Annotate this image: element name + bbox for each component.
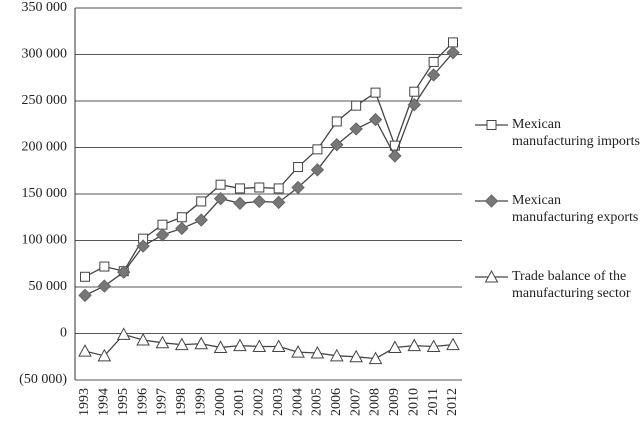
data-point <box>233 196 247 211</box>
data-point <box>155 335 170 349</box>
y-tick-label: 150 000 <box>22 186 68 201</box>
data-point <box>175 221 189 236</box>
x-tick-label: 2010 <box>406 388 421 416</box>
data-point <box>293 162 304 173</box>
data-point <box>194 336 209 350</box>
data-point <box>99 261 110 272</box>
data-point <box>252 339 267 353</box>
data-point <box>330 138 344 152</box>
data-point <box>426 339 441 353</box>
data-point <box>271 195 286 210</box>
x-tick-label: 1997 <box>155 388 170 416</box>
data-point <box>409 86 420 97</box>
data-point <box>174 337 189 351</box>
data-point <box>194 213 208 227</box>
data-point <box>97 348 112 362</box>
data-point <box>446 337 460 351</box>
data-point <box>329 348 344 362</box>
y-tick-label: 0 <box>60 326 67 341</box>
y-tick-label: 200 000 <box>22 140 68 155</box>
x-tick-label: 1998 <box>174 388 189 416</box>
x-tick-label: 1999 <box>193 388 208 416</box>
data-point <box>234 183 245 194</box>
data-point <box>407 338 422 352</box>
x-tick-label: 1993 <box>77 388 92 416</box>
data-point <box>176 212 187 223</box>
legend-marker <box>484 269 499 283</box>
x-tick-label: 2011 <box>426 388 441 415</box>
data-point <box>349 122 363 136</box>
data-point <box>78 344 92 357</box>
data-point <box>116 327 131 340</box>
x-tick-label: 1994 <box>97 388 112 416</box>
data-point <box>331 116 342 127</box>
y-tick-label: 50 000 <box>29 279 68 294</box>
data-point <box>448 37 458 48</box>
x-tick-label: 2005 <box>310 388 325 416</box>
y-tick-label: 350 000 <box>22 0 68 15</box>
series-line <box>84 52 454 296</box>
data-point <box>155 228 170 242</box>
data-point <box>117 265 131 279</box>
data-point <box>252 194 267 209</box>
legend-marker <box>484 194 499 208</box>
data-point <box>426 68 441 82</box>
y-tick-label: (50 000) <box>19 372 67 387</box>
data-point <box>407 98 421 112</box>
x-tick-label: 2008 <box>368 388 383 416</box>
data-point <box>215 179 226 190</box>
data-point <box>368 351 383 365</box>
x-tick-label: 2004 <box>290 388 305 416</box>
data-point <box>273 183 284 194</box>
data-point <box>233 338 247 352</box>
data-point <box>428 56 439 67</box>
y-tick-label: 100 000 <box>22 233 68 248</box>
data-point <box>157 219 168 230</box>
data-point <box>349 349 364 363</box>
data-point <box>213 340 228 353</box>
data-point <box>388 149 402 163</box>
data-point <box>97 279 112 293</box>
data-point <box>196 196 207 207</box>
data-point <box>291 345 305 358</box>
x-tick-label: 2006 <box>329 388 344 416</box>
data-point <box>310 163 325 177</box>
data-point <box>136 332 150 346</box>
data-point <box>446 45 460 60</box>
data-point <box>388 340 402 353</box>
x-tick-label: 2002 <box>252 388 267 416</box>
legend-entry: Trade balance of the manufacturing secto… <box>512 269 631 301</box>
legend-label: Mexican manufacturing imports <box>512 117 640 149</box>
y-tick-label: 250 000 <box>22 93 68 108</box>
legend-label: Trade balance of the manufacturing secto… <box>512 269 631 301</box>
data-point <box>368 112 383 127</box>
x-tick-label: 2003 <box>271 388 286 416</box>
data-point <box>291 180 305 195</box>
x-tick-label: 2012 <box>445 388 460 416</box>
data-point <box>213 191 228 206</box>
x-tick-label: 2001 <box>232 388 247 416</box>
legend-entry: Mexican manufacturing exports <box>512 193 639 225</box>
x-tick-label: 1995 <box>116 388 131 416</box>
data-point <box>271 339 286 353</box>
data-point <box>78 288 92 303</box>
legend-label: Mexican manufacturing exports <box>512 193 639 225</box>
y-tick-label: 300 000 <box>22 47 68 62</box>
data-point <box>254 182 265 193</box>
data-point <box>370 87 381 98</box>
data-point <box>312 144 323 155</box>
legend-marker <box>486 120 497 130</box>
x-tick-label: 1996 <box>135 388 150 416</box>
data-point <box>310 345 325 359</box>
data-point <box>136 239 150 253</box>
data-point <box>351 100 362 111</box>
x-tick-label: 2007 <box>348 388 363 416</box>
x-tick-label: 2009 <box>387 388 402 416</box>
legend-entry: Mexican manufacturing imports <box>512 117 640 149</box>
x-tick-label: 2000 <box>213 388 228 416</box>
data-point <box>80 271 90 282</box>
